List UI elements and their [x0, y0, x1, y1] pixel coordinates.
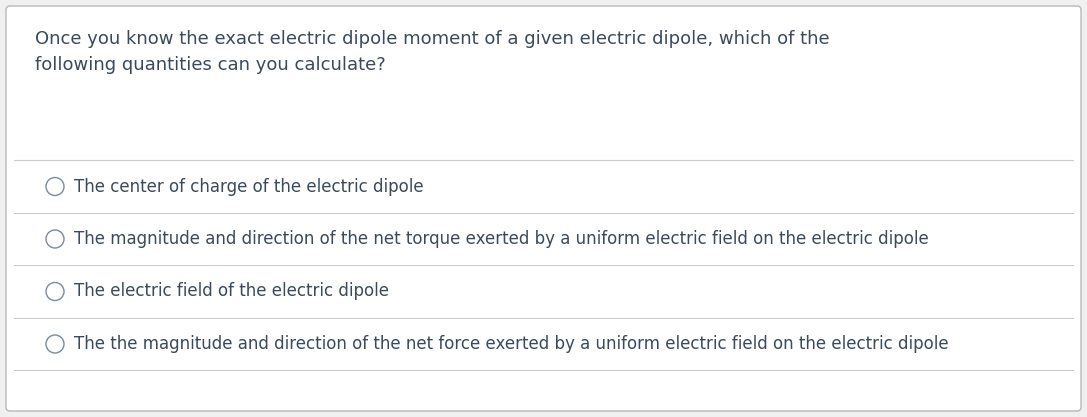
Text: following quantities can you calculate?: following quantities can you calculate? [35, 56, 386, 74]
Text: Once you know the exact electric dipole moment of a given electric dipole, which: Once you know the exact electric dipole … [35, 30, 829, 48]
Text: The the magnitude and direction of the net force exerted by a uniform electric f: The the magnitude and direction of the n… [74, 335, 949, 353]
Text: The electric field of the electric dipole: The electric field of the electric dipol… [74, 282, 389, 301]
Text: The center of charge of the electric dipole: The center of charge of the electric dip… [74, 178, 424, 196]
FancyBboxPatch shape [7, 6, 1080, 411]
Text: The magnitude and direction of the net torque exerted by a uniform electric fiel: The magnitude and direction of the net t… [74, 230, 928, 248]
